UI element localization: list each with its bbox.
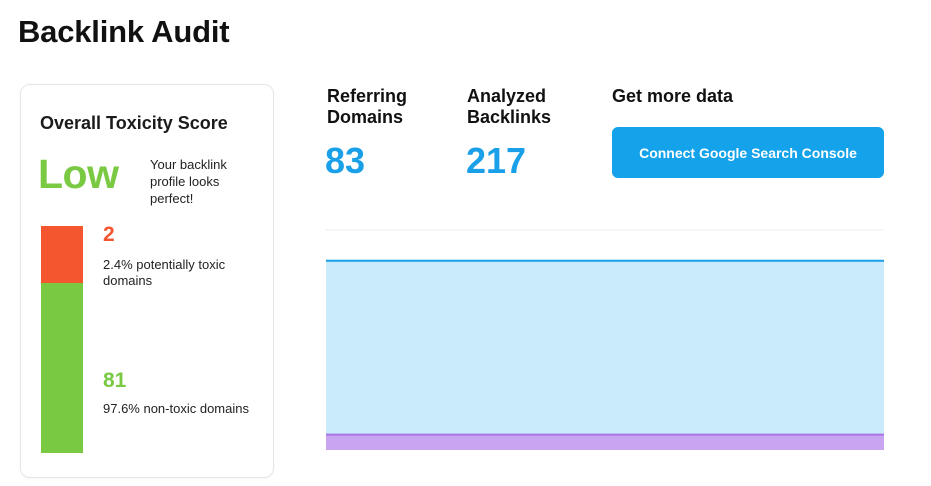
toxicity-description: Your backlink profile looks perfect! xyxy=(150,157,227,206)
toxicity-score-card: Overall Toxicity Score Low Your backlink… xyxy=(20,84,274,478)
analyzed-backlinks-label: Analyzed Backlinks xyxy=(467,86,552,127)
referring-domains-label: Referring Domains xyxy=(327,86,408,127)
toxic-domains-area xyxy=(326,434,884,450)
page-title: Backlink Audit xyxy=(18,14,230,49)
non-toxic-bar-segment xyxy=(41,283,83,453)
toxicity-level: Low xyxy=(38,151,119,197)
toxic-domains-count: 2 xyxy=(103,223,115,246)
referring-domains-value: 83 xyxy=(325,140,366,181)
get-more-data-label: Get more data xyxy=(612,86,734,106)
connect-google-search-console-button[interactable]: Connect Google Search Console xyxy=(612,127,884,178)
analyzed-backlinks-value: 217 xyxy=(466,140,527,181)
referring-domains-area xyxy=(326,260,884,450)
toxic-bar-segment xyxy=(41,226,83,283)
toxicity-stacked-bar xyxy=(41,226,83,453)
non-toxic-domains-text: 97.6% non-toxic domains xyxy=(103,401,249,416)
toxicity-heading: Overall Toxicity Score xyxy=(40,113,228,133)
non-toxic-domains-count: 81 xyxy=(103,369,127,392)
backlinks-area-chart xyxy=(326,229,884,450)
toxic-domains-text: 2.4% potentially toxic domains xyxy=(103,257,226,288)
